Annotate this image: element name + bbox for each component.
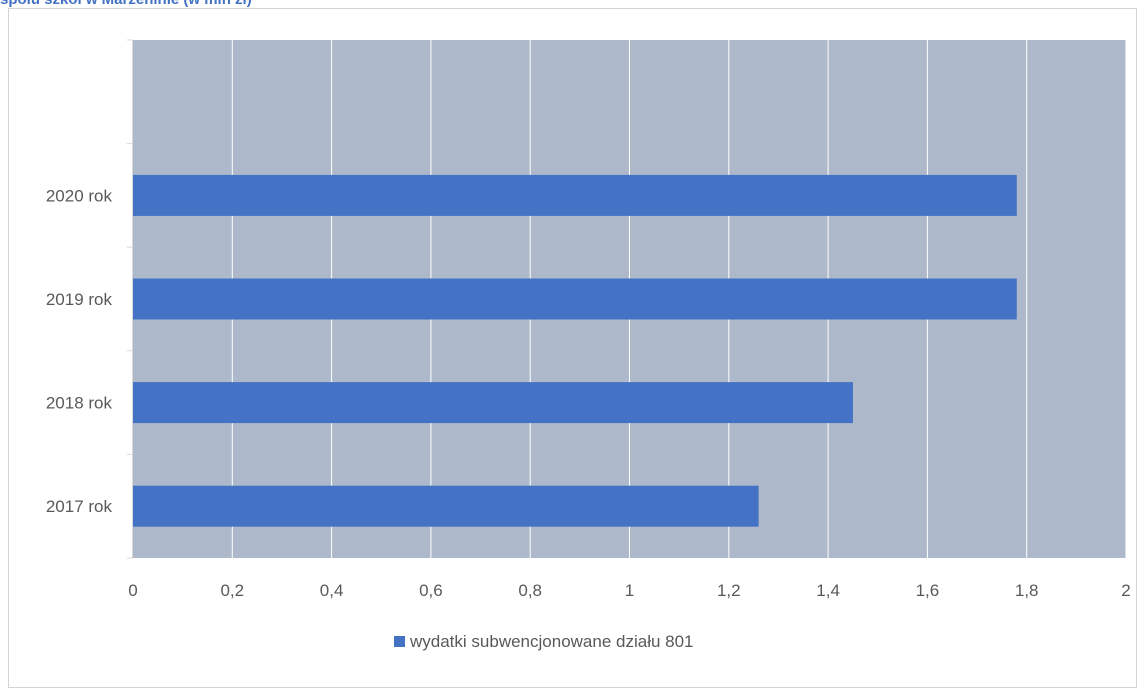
- x-tick-label: 1,6: [916, 581, 940, 600]
- bar: [133, 174, 1017, 216]
- x-tick-label: 1,8: [1015, 581, 1039, 600]
- x-tick-label: 1,4: [816, 581, 840, 600]
- bar-chart: 0 0,2 0,4 0,6 0,8 1 1,2 1,4 1,6 1,8 2 2017 rok 2018 …: [46, 39, 1131, 651]
- chart-title: społu szkół w Marzeninie (w mln zł): [0, 0, 252, 9]
- x-tick-label: 2: [1121, 581, 1130, 600]
- y-tick-label: 2019 rok: [46, 290, 113, 309]
- y-tick-label: 2018 rok: [46, 394, 113, 413]
- y-tick-label: 2017 rok: [46, 497, 113, 516]
- x-tick-label: 0: [128, 581, 137, 600]
- bar: [133, 278, 1017, 320]
- x-tick-label: 0,6: [419, 581, 443, 600]
- x-tick-label: 1,2: [717, 581, 741, 600]
- x-tick-label: 0,2: [220, 581, 244, 600]
- x-tick-label: 0,4: [320, 581, 344, 600]
- legend-swatch: [394, 636, 405, 647]
- x-tick-label: 0,8: [518, 581, 542, 600]
- x-tick-label: 1: [625, 581, 634, 600]
- legend-label: wydatki subwencjonowane działu 801: [409, 632, 694, 651]
- y-tick-label: 2020 rok: [46, 186, 113, 205]
- bar: [133, 485, 759, 527]
- bar: [133, 382, 853, 424]
